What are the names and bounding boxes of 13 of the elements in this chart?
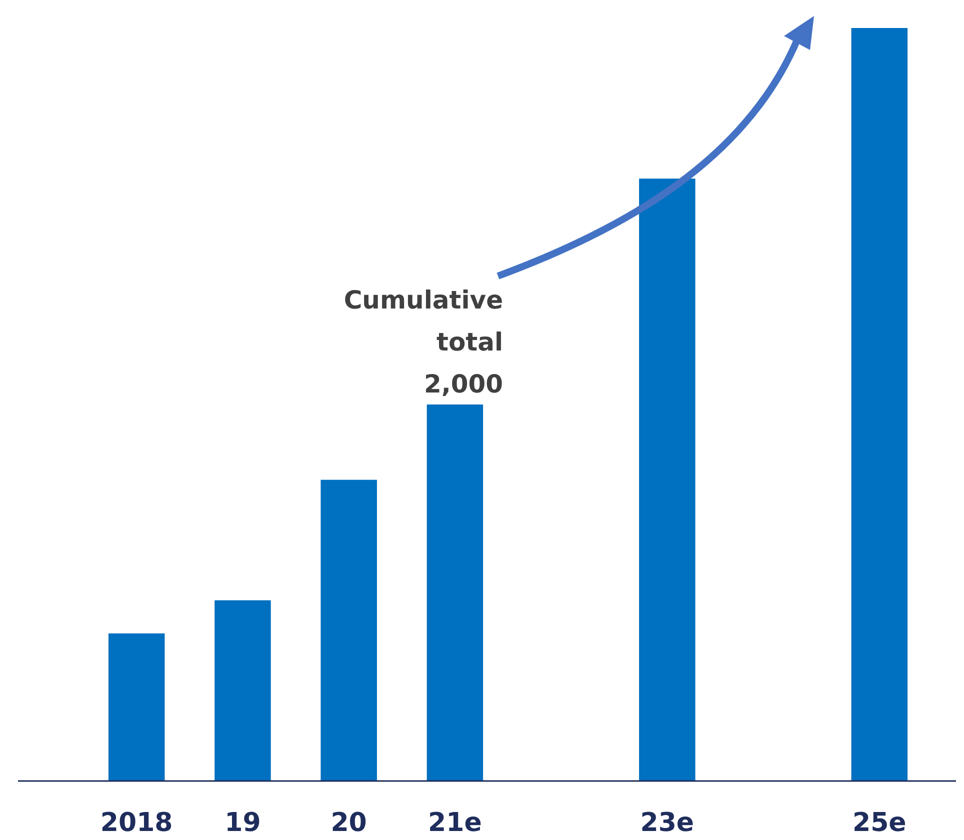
x-tick-label: 23e bbox=[640, 808, 694, 838]
bar bbox=[320, 480, 377, 781]
annotation: Cumulative total 2,000 bbox=[344, 286, 504, 398]
x-tick-label: 25e bbox=[852, 808, 906, 838]
bar bbox=[851, 28, 908, 781]
bar bbox=[214, 600, 271, 781]
bar bbox=[639, 178, 696, 781]
bar bbox=[108, 633, 165, 781]
x-tick-label: 2018 bbox=[100, 808, 173, 838]
x-tick-label: 20 bbox=[330, 808, 367, 838]
x-tick-label: 19 bbox=[224, 808, 261, 838]
bar bbox=[426, 404, 484, 781]
x-tick-label: 21e bbox=[428, 808, 482, 838]
